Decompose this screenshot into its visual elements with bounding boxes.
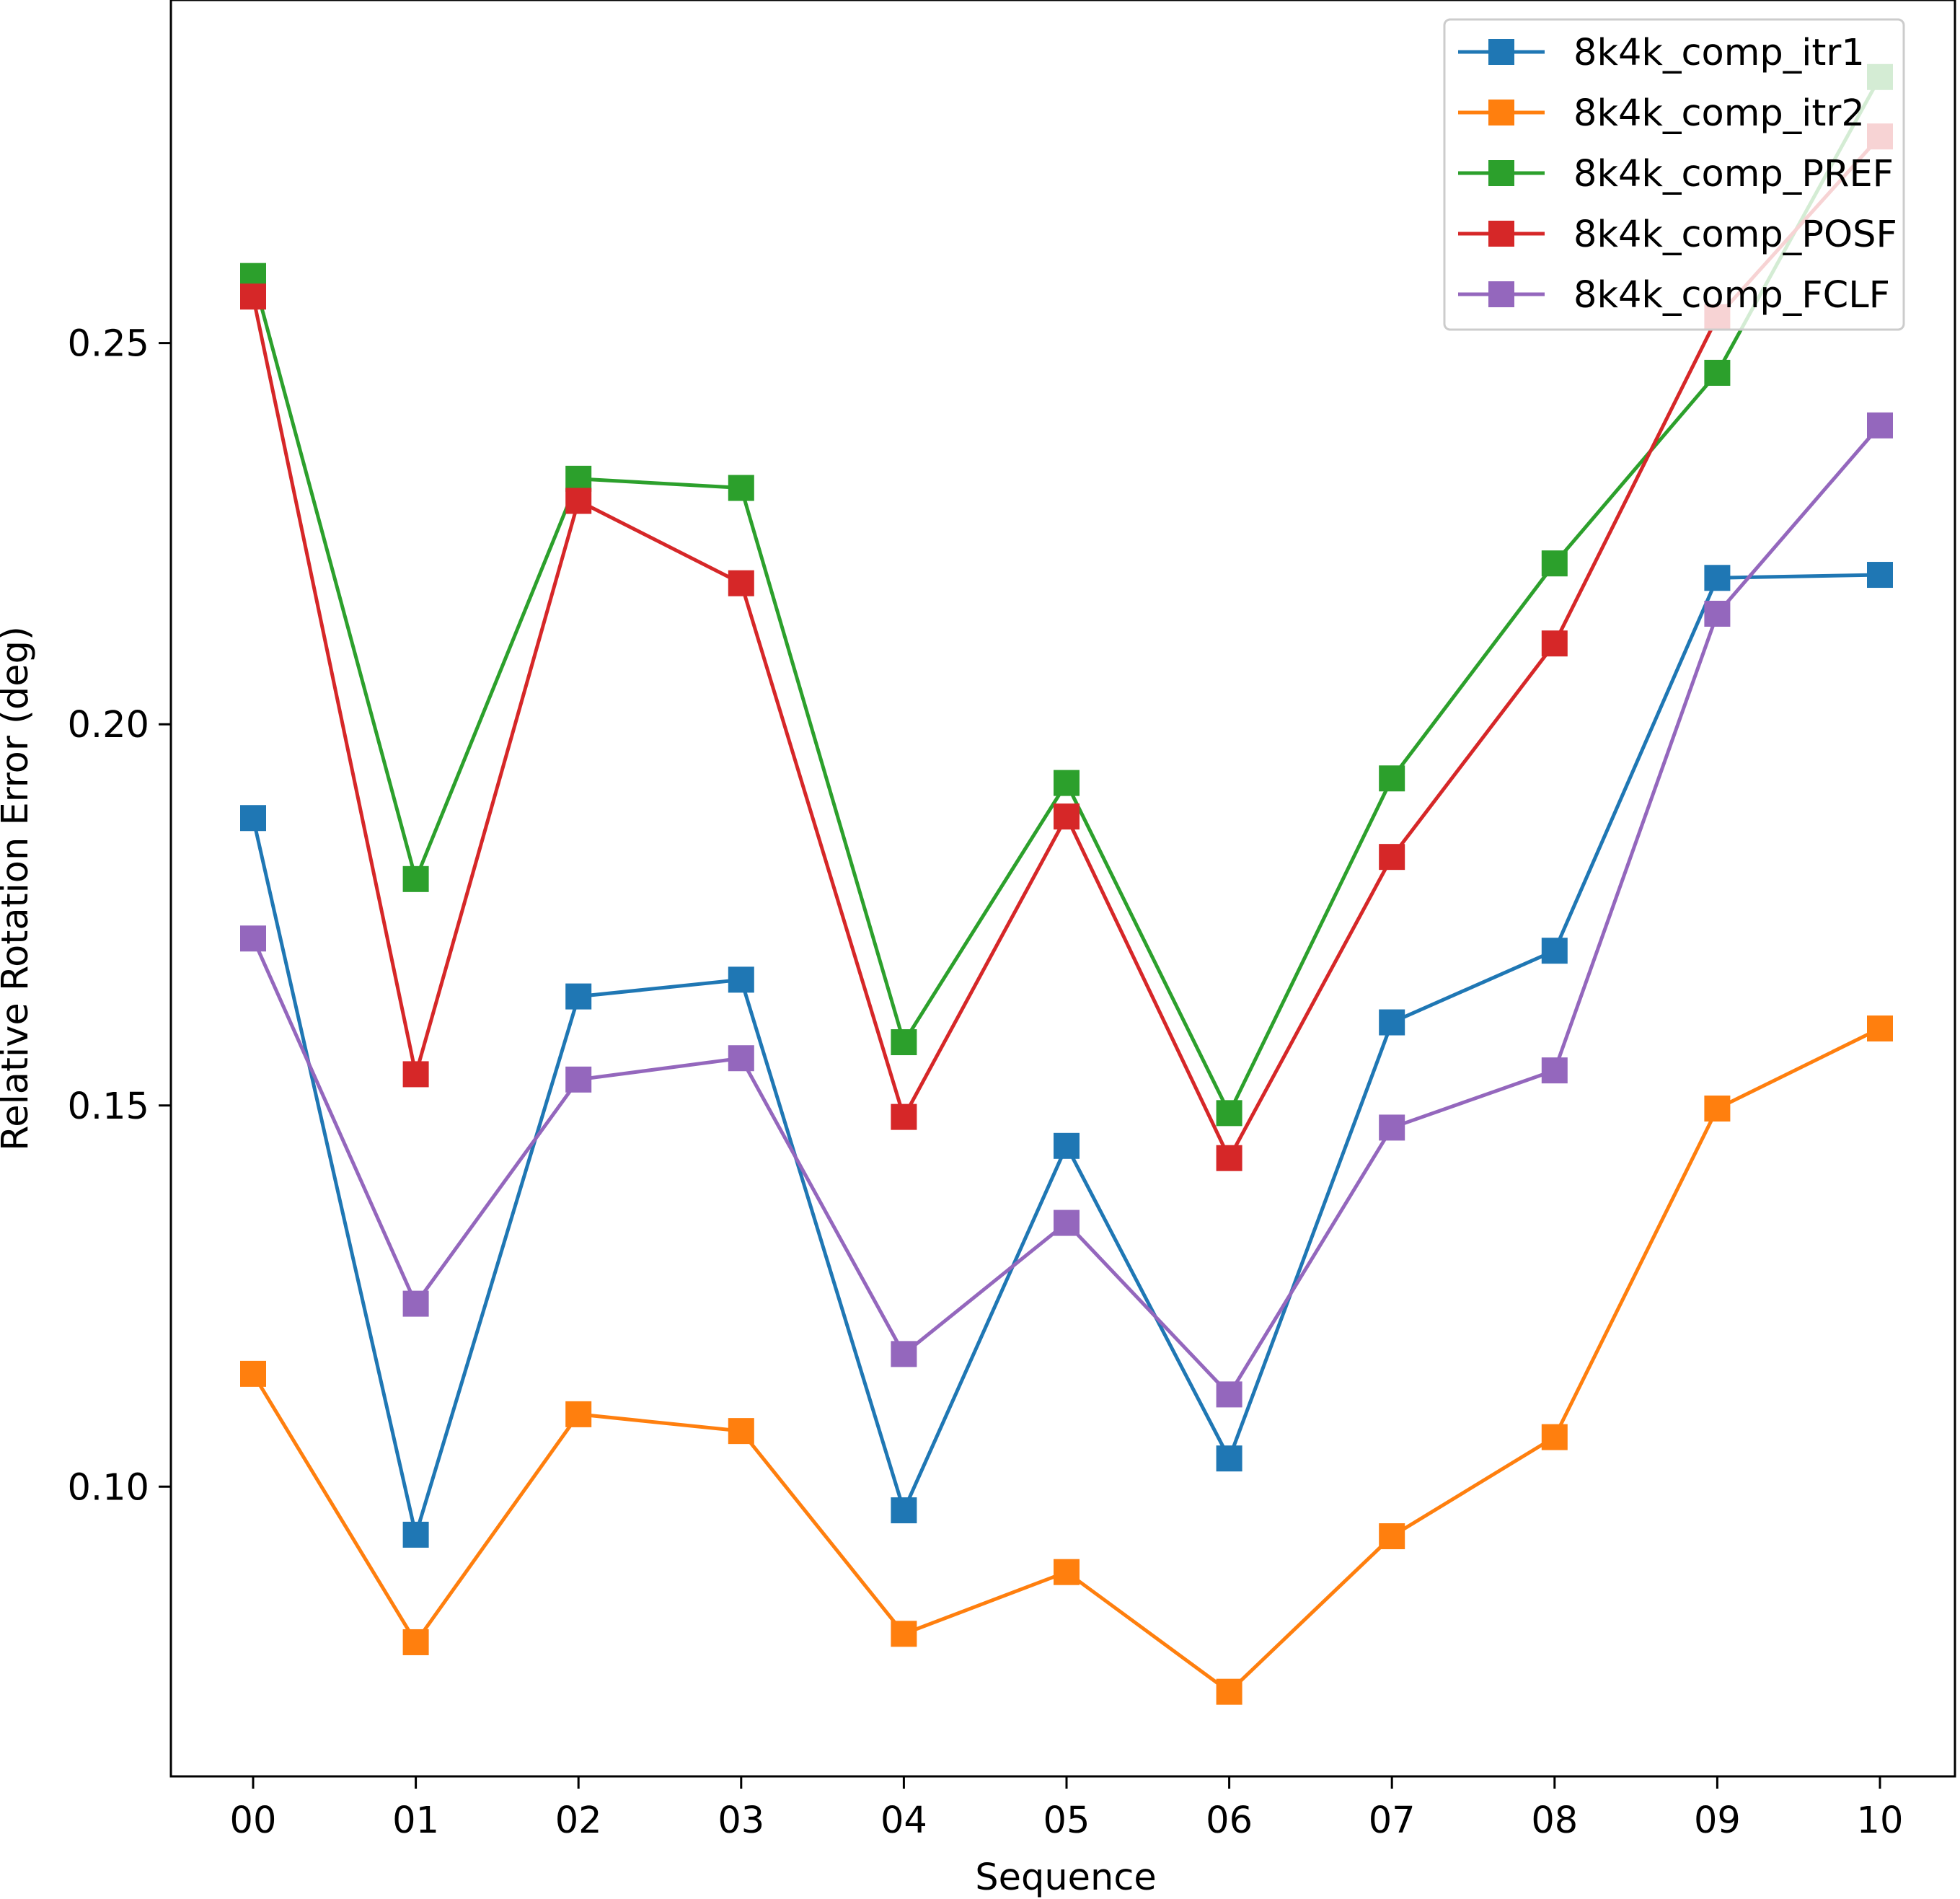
x-tick-label-04: 04 [880, 1799, 927, 1842]
data-point-8k4k-comp-posf-05 [1054, 803, 1080, 830]
data-point-8k4k-comp-fclf-10 [1867, 412, 1893, 439]
data-point-8k4k-comp-itr1-08 [1541, 938, 1568, 964]
data-point-8k4k-comp-itr1-04 [891, 1497, 917, 1524]
legend-entry-8k4k-comp-posf: 8k4k_comp_POSF [1458, 213, 1897, 256]
data-point-8k4k-comp-fclf-09 [1704, 600, 1731, 627]
data-point-8k4k-comp-itr2-07 [1379, 1523, 1405, 1550]
data-point-8k4k-comp-itr2-08 [1541, 1424, 1568, 1450]
data-point-8k4k-comp-posf-01 [402, 1061, 429, 1088]
data-point-8k4k-comp-fclf-08 [1541, 1057, 1568, 1084]
y-tick-label-0.25: 0.25 [67, 323, 149, 366]
legend-label: 8k4k_comp_POSF [1573, 213, 1897, 256]
data-point-8k4k-comp-posf-00 [240, 283, 266, 310]
legend-entry-8k4k-comp-fclf: 8k4k_comp_FCLF [1458, 274, 1890, 317]
data-point-8k4k-comp-itr2-04 [891, 1621, 917, 1647]
x-tick-label-00: 00 [230, 1799, 277, 1842]
legend-entry-8k4k-comp-itr1: 8k4k_comp_itr1 [1458, 32, 1865, 74]
y-tick-label-0.10: 0.10 [67, 1466, 149, 1509]
data-point-8k4k-comp-fclf-00 [240, 925, 266, 952]
data-point-8k4k-comp-pref-06 [1216, 1100, 1242, 1127]
data-point-8k4k-comp-fclf-06 [1216, 1381, 1242, 1408]
data-point-8k4k-comp-fclf-01 [402, 1290, 429, 1317]
data-point-8k4k-comp-itr1-03 [728, 966, 754, 993]
data-point-8k4k-comp-itr1-00 [240, 805, 266, 832]
data-point-8k4k-comp-itr1-01 [402, 1521, 429, 1548]
legend-entry-8k4k-comp-pref: 8k4k_comp_PREF [1458, 153, 1894, 195]
x-tick-label-06: 06 [1206, 1799, 1253, 1842]
data-point-8k4k-comp-itr2-09 [1704, 1095, 1731, 1122]
legend-label: 8k4k_comp_FCLF [1573, 274, 1890, 317]
x-tick-label-05: 05 [1043, 1799, 1090, 1842]
data-point-8k4k-comp-posf-06 [1216, 1145, 1242, 1171]
data-point-8k4k-comp-pref-03 [728, 475, 754, 501]
data-point-8k4k-comp-itr2-05 [1054, 1559, 1080, 1585]
plot-frame [169, 0, 1956, 1778]
data-point-8k4k-comp-posf-07 [1379, 844, 1405, 871]
data-point-8k4k-comp-fclf-04 [891, 1341, 917, 1367]
data-point-8k4k-comp-pref-05 [1054, 770, 1080, 796]
legend-label: 8k4k_comp_itr1 [1573, 32, 1865, 74]
x-tick-label-02: 02 [555, 1799, 602, 1842]
data-point-8k4k-comp-posf-03 [728, 570, 754, 596]
legend-marker [1488, 39, 1514, 65]
data-point-8k4k-comp-itr1-02 [565, 983, 592, 1010]
data-point-8k4k-comp-itr2-03 [728, 1418, 754, 1445]
x-tick-label-01: 01 [392, 1799, 439, 1842]
legend-label: 8k4k_comp_itr2 [1573, 92, 1865, 135]
data-point-8k4k-comp-itr2-01 [402, 1629, 429, 1655]
x-tick-label-07: 07 [1369, 1799, 1416, 1842]
x-tick-label-09: 09 [1694, 1799, 1741, 1842]
data-point-8k4k-comp-fclf-03 [728, 1045, 754, 1072]
y-axis: 0.10 0.15 0.20 0.25 [67, 323, 171, 1509]
data-point-8k4k-comp-posf-04 [891, 1103, 917, 1130]
data-point-8k4k-comp-itr1-05 [1054, 1132, 1080, 1159]
data-point-8k4k-comp-pref-07 [1379, 765, 1405, 792]
legend-box [1443, 18, 1905, 331]
data-point-8k4k-comp-pref-04 [891, 1029, 917, 1056]
x-tick-label-08: 08 [1531, 1799, 1578, 1842]
data-point-8k4k-comp-itr2-06 [1216, 1678, 1242, 1705]
data-point-8k4k-comp-pref-02 [565, 465, 592, 492]
data-point-8k4k-comp-pref-01 [402, 865, 429, 892]
legend-marker [1488, 160, 1514, 186]
data-point-8k4k-comp-posf-02 [565, 488, 592, 514]
x-tick-label-03: 03 [718, 1799, 764, 1842]
data-point-8k4k-comp-pref-08 [1541, 550, 1568, 577]
data-point-8k4k-comp-fclf-05 [1054, 1210, 1080, 1236]
series-8k4k-comp-itr1 [240, 562, 1893, 1548]
data-point-8k4k-comp-itr2-10 [1867, 1015, 1893, 1042]
data-point-8k4k-comp-itr1-10 [1867, 562, 1893, 589]
data-point-8k4k-comp-itr2-02 [565, 1401, 592, 1427]
data-point-8k4k-comp-fclf-07 [1379, 1114, 1405, 1141]
series-8k4k-comp-itr2 [240, 1015, 1893, 1705]
data-point-8k4k-comp-itr1-06 [1216, 1445, 1242, 1472]
y-tick-label-0.15: 0.15 [67, 1085, 149, 1128]
data-point-8k4k-comp-itr2-00 [240, 1360, 266, 1387]
legend-label: 8k4k_comp_PREF [1573, 153, 1894, 195]
data-point-8k4k-comp-pref-09 [1704, 359, 1731, 386]
x-axis-label: Sequence [975, 1856, 1157, 1899]
y-axis-label: Relative Rotation Error (deg) [0, 626, 37, 1151]
legend-entry-8k4k-comp-itr2: 8k4k_comp_itr2 [1458, 92, 1865, 135]
legend: 8k4k_comp_itr1 8k4k_comp_itr2 8k4k_comp_PR… [1443, 18, 1905, 331]
series-8k4k-comp-fclf [240, 412, 1893, 1408]
legend-marker [1488, 221, 1514, 247]
legend-marker [1488, 100, 1514, 125]
data-point-8k4k-comp-fclf-02 [565, 1066, 592, 1093]
x-tick-label-10: 10 [1857, 1799, 1904, 1842]
y-tick-label-0.20: 0.20 [67, 704, 149, 746]
x-axis: 00 01 02 03 04 05 06 07 08 09 10 [230, 1776, 1904, 1842]
legend-marker [1488, 281, 1514, 307]
data-point-8k4k-comp-posf-08 [1541, 630, 1568, 657]
data-point-8k4k-comp-itr1-07 [1379, 1009, 1405, 1036]
data-point-8k4k-comp-itr1-09 [1704, 565, 1731, 591]
